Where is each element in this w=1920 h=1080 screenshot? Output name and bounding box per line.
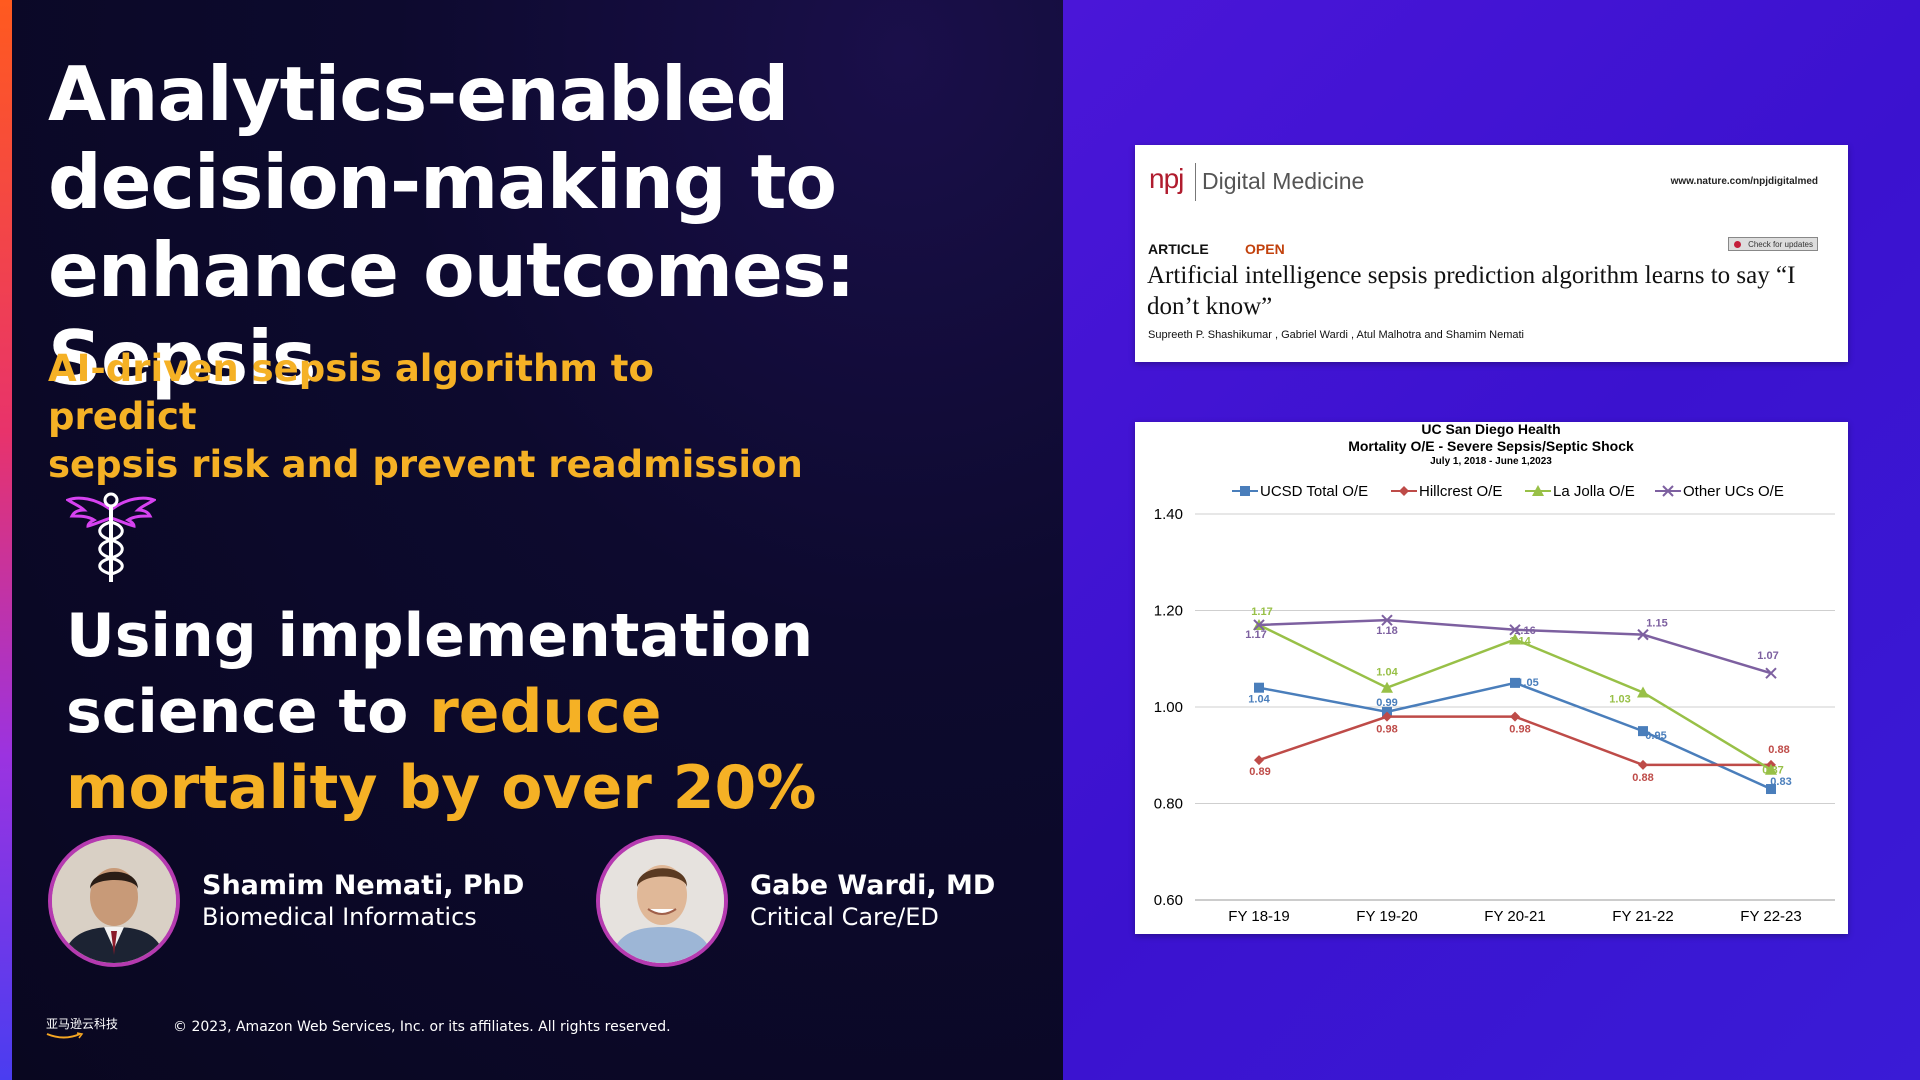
- title-line: Analytics-enabled: [48, 50, 789, 138]
- chart-title: UC San Diego Health: [1421, 422, 1560, 437]
- legend-marker: [1399, 486, 1409, 496]
- x-tick-label: FY 18-19: [1228, 908, 1289, 925]
- open-access-label: OPEN: [1245, 241, 1285, 257]
- speaker-name: Gabe Wardi, MD: [750, 870, 996, 901]
- data-point: [1765, 667, 1777, 679]
- person-photo-icon: [600, 839, 724, 963]
- legend-label: Hillcrest O/E: [1419, 483, 1502, 500]
- title-line: enhance outcomes: Sepsis: [48, 226, 855, 402]
- speaker-name: Shamim Nemati, PhD: [202, 870, 525, 901]
- slide-title: Analytics-enabled decision-making to enh…: [48, 50, 1008, 402]
- data-label: 1.16: [1514, 625, 1535, 637]
- chart-date-range: July 1, 2018 - June 1,2023: [1430, 456, 1552, 467]
- data-label: 0.88: [1632, 772, 1653, 784]
- y-tick-label: 0.80: [1154, 796, 1183, 813]
- title-line: decision-making to: [48, 138, 837, 226]
- statement-highlight: reduce: [429, 677, 662, 747]
- data-label: 1.03: [1609, 694, 1630, 706]
- data-point: [1253, 619, 1265, 631]
- data-label: 0.95: [1645, 730, 1666, 742]
- data-label: 0.88: [1768, 744, 1789, 756]
- chart-card: UC San Diego Health Mortality O/E - Sever…: [1135, 422, 1848, 934]
- y-tick-label: 1.00: [1154, 699, 1183, 716]
- data-label: 0.99: [1376, 697, 1397, 709]
- legend-label: UCSD Total O/E: [1260, 483, 1368, 500]
- speaker-avatar-nemati: [48, 835, 180, 967]
- data-label: 1.04: [1248, 694, 1270, 706]
- data-label: 1.14: [1509, 635, 1531, 647]
- data-label: 1.17: [1245, 629, 1266, 641]
- statement-highlight: mortality by over 20%: [66, 753, 817, 823]
- subtitle-line: AI-driven sepsis algorithm to predict: [48, 347, 654, 438]
- x-tick-label: FY 22-23: [1740, 908, 1801, 925]
- data-point: [1638, 759, 1648, 770]
- data-point: [1254, 682, 1264, 693]
- legend-marker: [1662, 485, 1674, 497]
- data-point: [1509, 624, 1521, 636]
- slide-subtitle: AI-driven sepsis algorithm to predict se…: [48, 345, 808, 489]
- data-label: 1.18: [1376, 625, 1397, 637]
- crossmark-icon: [1734, 241, 1741, 248]
- mortality-statement: Using implementation science to reduce m…: [66, 598, 826, 826]
- smile-arrow-icon: [46, 1032, 84, 1039]
- data-label: 0.83: [1770, 776, 1791, 788]
- legend-label: Other UCs O/E: [1683, 483, 1784, 500]
- data-label: 0.87: [1762, 765, 1783, 777]
- aws-logo: 亚马逊云科技: [46, 1015, 118, 1040]
- article-label: ARTICLE: [1148, 241, 1209, 257]
- caduceus-icon: [66, 492, 156, 582]
- legend-label: La Jolla O/E: [1553, 483, 1635, 500]
- data-label: 1.05: [1517, 677, 1538, 689]
- npj-logo: npj: [1149, 163, 1184, 194]
- speaker-role: Critical Care/ED: [750, 903, 939, 931]
- data-point: [1510, 677, 1520, 688]
- subtitle-line: sepsis risk and prevent readmission: [48, 443, 803, 486]
- check-updates-label: Check for updates: [1748, 240, 1813, 249]
- y-tick-label: 1.40: [1154, 506, 1183, 523]
- legend-marker: [1240, 486, 1250, 496]
- statement-part: science to: [66, 677, 430, 747]
- x-tick-label: FY 19-20: [1356, 908, 1417, 925]
- data-label: 0.89: [1249, 766, 1270, 778]
- journal-url: www.nature.com/npjdigitalmed: [1670, 176, 1818, 187]
- data-point: [1510, 711, 1520, 722]
- data-point: [1509, 633, 1521, 645]
- data-label: 1.07: [1757, 650, 1778, 662]
- data-point: [1765, 763, 1777, 775]
- legend-marker: [1532, 485, 1544, 496]
- data-point: [1381, 614, 1393, 626]
- data-label: 0.98: [1509, 724, 1530, 736]
- accent-bar: [0, 0, 12, 1080]
- paper-title: Artificial intelligence sepsis predictio…: [1147, 262, 1796, 320]
- check-updates-button: Check for updates: [1728, 237, 1818, 251]
- paper-card: npj Digital Medicine www.nature.com/npjd…: [1135, 145, 1848, 362]
- chart-subtitle: Mortality O/E - Severe Sepsis/Septic Sho…: [1348, 438, 1634, 454]
- person-photo-icon: [52, 839, 176, 963]
- y-tick-label: 0.60: [1154, 892, 1183, 909]
- y-tick-label: 1.20: [1154, 603, 1183, 620]
- data-point: [1254, 755, 1264, 766]
- logo-text: 亚马逊云科技: [46, 1017, 119, 1031]
- data-point: [1638, 726, 1648, 737]
- data-point: [1381, 681, 1393, 693]
- statement-part: Using implementation: [66, 601, 814, 671]
- data-label: 0.98: [1376, 724, 1397, 736]
- speaker-role: Biomedical Informatics: [202, 903, 477, 931]
- data-label: 1.04: [1376, 667, 1398, 679]
- data-point: [1382, 711, 1392, 722]
- data-label: 1.15: [1646, 618, 1667, 630]
- data-point: [1637, 628, 1649, 641]
- journal-name: Digital Medicine: [1202, 168, 1365, 194]
- data-point: [1766, 784, 1776, 795]
- data-point: [1637, 686, 1649, 698]
- x-tick-label: FY 20-21: [1484, 908, 1545, 925]
- copyright-text: © 2023, Amazon Web Services, Inc. or its…: [173, 1019, 671, 1035]
- paper-authors: Supreeth P. Shashikumar , Gabriel Wardi …: [1148, 329, 1525, 341]
- divider: [1195, 163, 1196, 201]
- speaker-avatar-wardi: [596, 835, 728, 967]
- x-tick-label: FY 21-22: [1612, 908, 1673, 925]
- data-label: 1.17: [1251, 606, 1272, 618]
- series-line: [1258, 681, 1772, 791]
